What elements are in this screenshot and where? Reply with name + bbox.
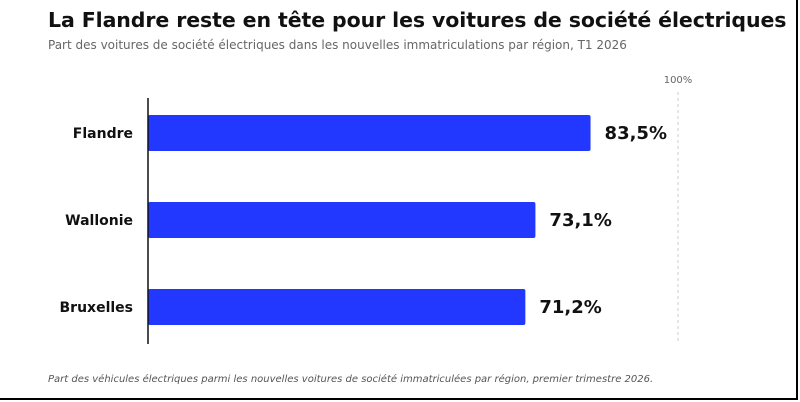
chart-title: La Flandre reste en tête pour les voitur… xyxy=(48,8,787,32)
bar-flandre xyxy=(148,115,591,151)
category-label-flandre: Flandre xyxy=(73,126,133,142)
bar-bruxelles xyxy=(148,289,526,325)
category-label-bruxelles: Bruxelles xyxy=(60,300,134,316)
data-label-flandre: 83,5% xyxy=(605,123,667,144)
chart-footnote: Part des véhicules électriques parmi les… xyxy=(48,374,654,385)
data-label-wallonie: 73,1% xyxy=(549,210,611,231)
reference-tick-label: 100% xyxy=(664,75,693,86)
bar-wallonie xyxy=(148,202,536,238)
data-label-bruxelles: 71,2% xyxy=(539,297,601,318)
category-label-wallonie: Wallonie xyxy=(65,213,133,229)
chart-subtitle: Part des voitures de société électriques… xyxy=(48,38,627,52)
